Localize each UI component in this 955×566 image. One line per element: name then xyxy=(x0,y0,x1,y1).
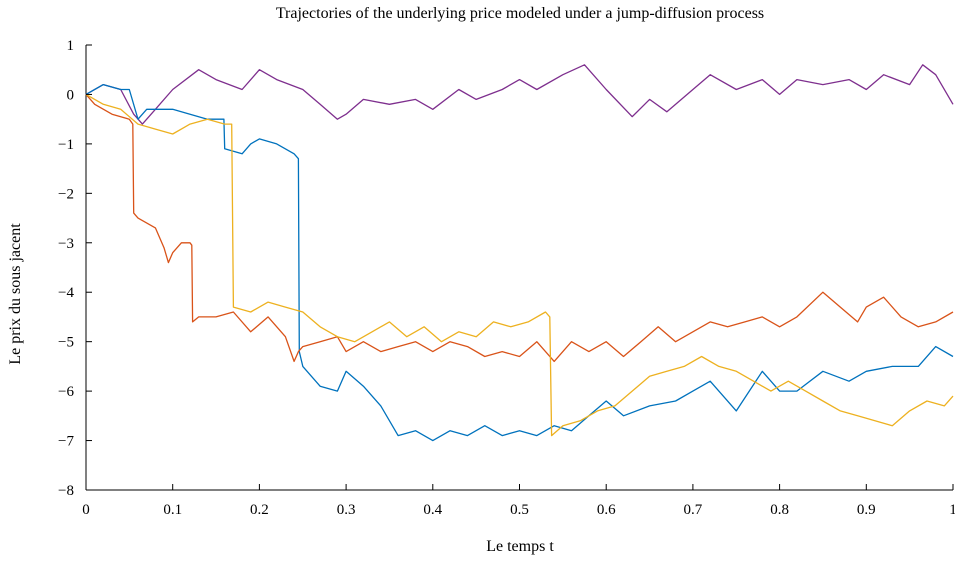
y-tick-label: −5 xyxy=(58,335,74,351)
y-tick-label: −4 xyxy=(58,285,74,301)
y-tick-label: 1 xyxy=(67,38,75,54)
y-axis: 1 0 −1 −2 −3 −4 −5 −6 −7 −8 xyxy=(58,38,92,499)
x-tick-label: 0.7 xyxy=(684,502,703,518)
y-tick-label: −8 xyxy=(58,483,74,499)
plot-area xyxy=(85,45,953,491)
series-line-1 xyxy=(85,64,954,125)
y-tick-label: −6 xyxy=(58,384,74,400)
y-tick-label: −7 xyxy=(58,434,74,450)
series-line-2 xyxy=(85,83,954,442)
chart-title: Trajectories of the underlying price mod… xyxy=(276,5,764,22)
x-tick-label: 0.5 xyxy=(510,502,529,518)
y-tick-label: −3 xyxy=(58,236,74,252)
series-layer xyxy=(85,64,954,442)
x-axis-title: Le temps t xyxy=(486,538,554,555)
x-tick-label: 1 xyxy=(949,502,955,518)
y-axis-title: Le prix du sous jacent xyxy=(7,223,24,365)
x-tick-label: 0.1 xyxy=(163,502,182,518)
x-tick-label: 0.3 xyxy=(337,502,356,518)
x-tick-label: 0 xyxy=(82,502,90,518)
x-tick-label: 0.2 xyxy=(250,502,269,518)
x-axis: 0 0.1 0.2 0.3 0.4 0.5 0.6 0.7 0.8 0.9 1 xyxy=(82,484,955,518)
y-tick-label: −2 xyxy=(58,186,74,202)
y-tick-label: 0 xyxy=(67,87,75,103)
series-line-4 xyxy=(85,93,954,437)
y-tick-label: −1 xyxy=(58,137,74,153)
series-line-3 xyxy=(85,93,954,363)
x-tick-label: 0.8 xyxy=(770,502,789,518)
x-tick-label: 0.6 xyxy=(597,502,616,518)
x-tick-label: 0.9 xyxy=(857,502,876,518)
x-tick-label: 0.4 xyxy=(423,502,442,518)
